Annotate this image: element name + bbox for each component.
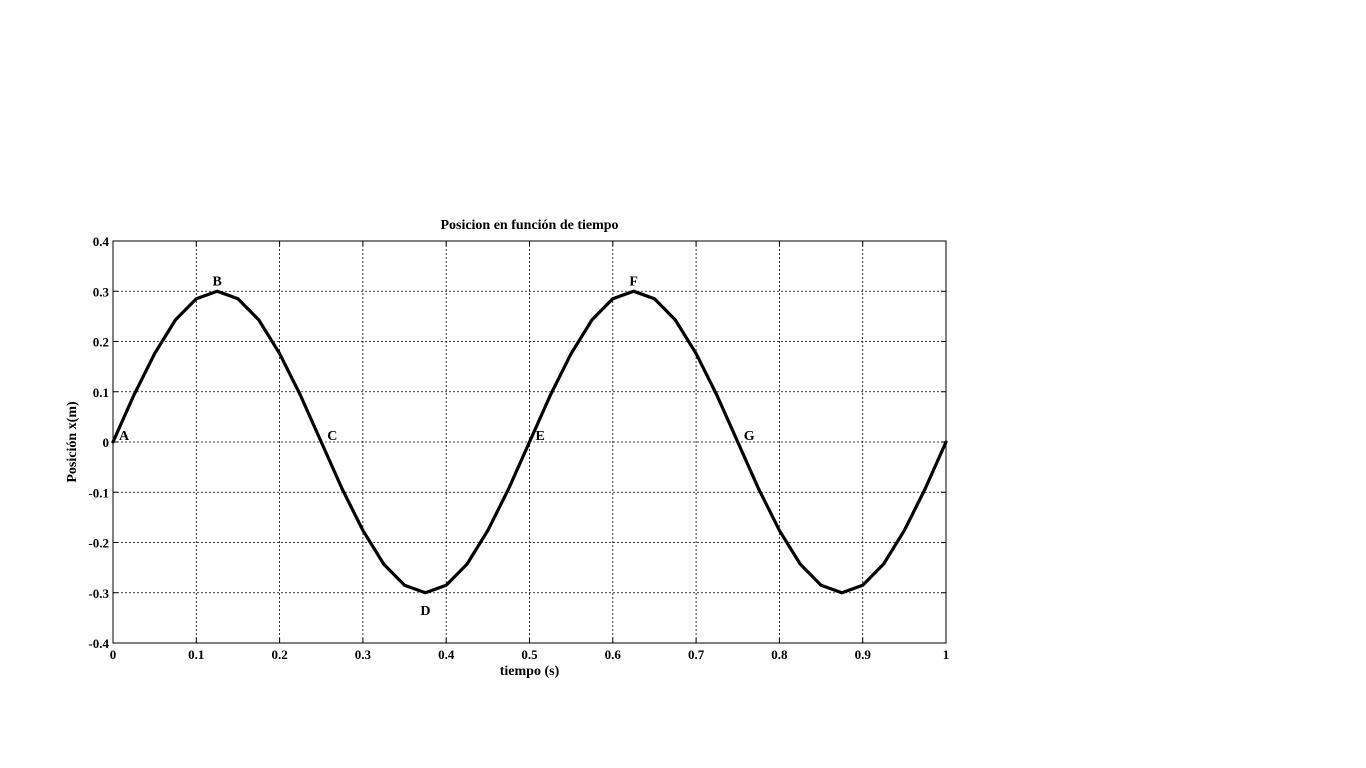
y-tick-labels: 0.4 0.3 0.2 0.1 0 -0.1 -0.2 -0.3 -0.4 xyxy=(88,234,109,651)
y-tick-label: -0.4 xyxy=(88,636,109,651)
position-curve xyxy=(111,289,948,595)
x-tick-label: 0.4 xyxy=(438,647,455,662)
x-tick-label: 0.9 xyxy=(855,647,872,662)
y-tick-label: 0 xyxy=(103,435,110,450)
x-tick-label: 0 xyxy=(110,647,117,662)
y-tick-label: -0.1 xyxy=(88,485,109,500)
x-tick-label: 1 xyxy=(943,647,950,662)
y-axis-label: Posición x(m) xyxy=(65,401,80,483)
x-axis-label: tiempo (s) xyxy=(500,664,560,679)
x-tick-label: 0.3 xyxy=(355,647,372,662)
y-tick-label: -0.3 xyxy=(88,586,109,601)
point-label-c: C xyxy=(327,429,337,444)
x-tick-label: 0.8 xyxy=(771,647,788,662)
y-tick-label: 0.1 xyxy=(93,385,109,400)
y-tick-label: 0.3 xyxy=(93,284,110,299)
y-tick-label: -0.2 xyxy=(88,536,109,551)
x-tick-label: 0.7 xyxy=(688,647,705,662)
chart-title: Posicion en función de tiempo xyxy=(440,218,618,233)
point-label-a: A xyxy=(119,429,130,444)
x-tick-labels: 0 0.1 0.2 0.3 0.4 0.5 0.6 0.7 0.8 0.9 1 xyxy=(110,647,950,662)
x-tick-label: 0.6 xyxy=(605,647,622,662)
point-label-b: B xyxy=(212,274,221,289)
point-label-f: F xyxy=(629,274,638,289)
point-labels: A B C D E F G xyxy=(119,274,755,619)
x-tick-label: 0.5 xyxy=(521,647,538,662)
y-tick-label: 0.2 xyxy=(93,335,109,350)
point-label-d: D xyxy=(420,604,430,619)
grid xyxy=(112,240,947,644)
point-label-g: G xyxy=(744,429,755,444)
point-label-e: E xyxy=(536,429,545,444)
x-tick-label: 0.1 xyxy=(188,647,204,662)
x-tick-label: 0.2 xyxy=(271,647,287,662)
y-tick-label: 0.4 xyxy=(93,234,110,249)
axes-frame xyxy=(112,240,947,644)
